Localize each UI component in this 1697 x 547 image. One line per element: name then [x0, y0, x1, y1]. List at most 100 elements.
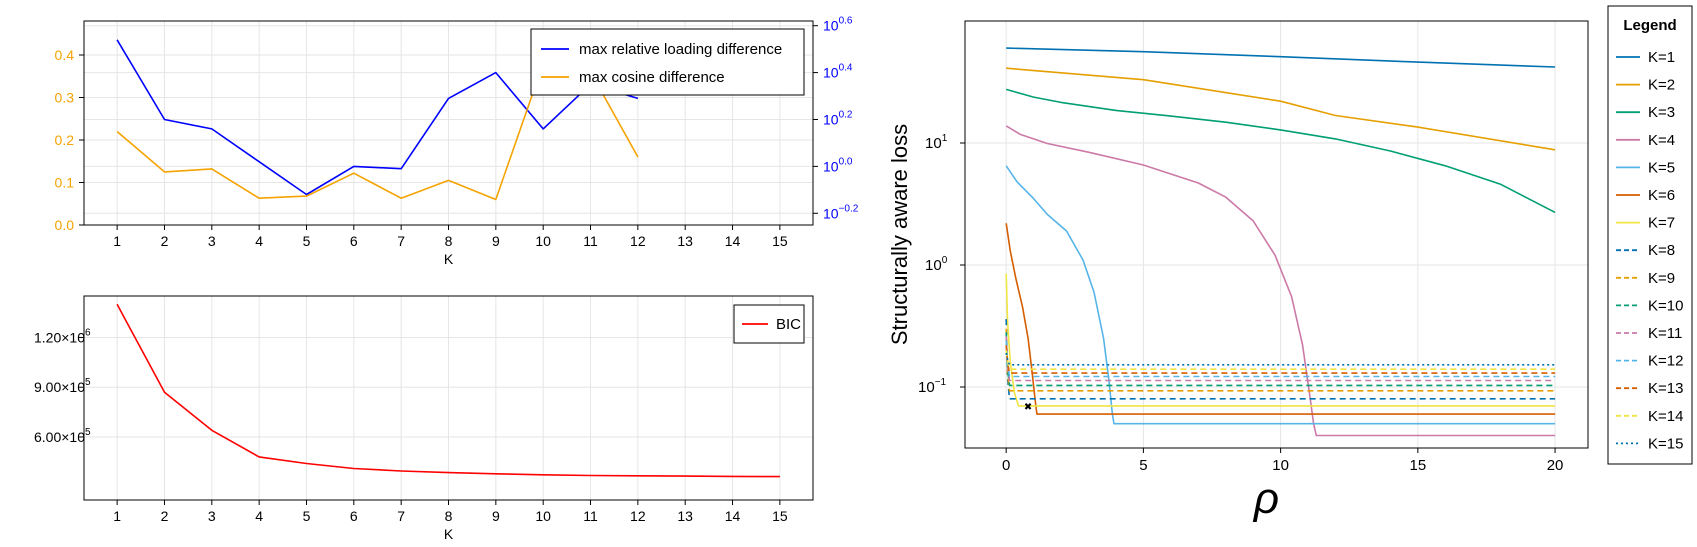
legend-label: K=1: [1648, 49, 1675, 66]
series-line-k1: [1006, 47, 1556, 68]
legend-label: max cosine difference: [579, 69, 725, 86]
y-tick-label-base: 1.20×10: [34, 329, 85, 345]
x-tick-label: 13: [677, 508, 693, 524]
x-tick-label: 1: [113, 508, 121, 524]
x-axis-label: K: [444, 526, 454, 542]
x-tick-label: 15: [1409, 457, 1426, 474]
legend-label: K=7: [1648, 215, 1675, 232]
y-tick-label: 9.00×105: [34, 377, 91, 395]
x-tick-label: 12: [630, 508, 646, 524]
legend-label: K=4: [1648, 132, 1675, 149]
y-tick-label: 1.20×106: [34, 327, 91, 345]
x-tick-label: 5: [1139, 457, 1147, 474]
x-tick-label: 8: [445, 233, 453, 249]
y-tick-label-base: 6.00×10: [34, 429, 85, 445]
x-tick-label: 15: [772, 508, 788, 524]
x-tick-label: 8: [445, 508, 453, 524]
x-tick-label: 3: [208, 508, 216, 524]
x-axis-label: ρ: [1252, 474, 1279, 523]
y2-tick-label-exponent: −0.2: [839, 203, 859, 214]
y-tick-label-base: 10: [925, 257, 942, 274]
series-line-k7: [1005, 273, 1556, 407]
x-tick-label: 11: [583, 508, 598, 524]
legend-label: K=14: [1648, 408, 1683, 425]
legend-title: Legend: [1623, 17, 1676, 34]
legend-label: K=8: [1648, 242, 1675, 259]
x-tick-label: 15: [772, 233, 788, 249]
y-tick-label: 0.1: [55, 175, 75, 191]
legend-label: K=12: [1648, 353, 1683, 370]
optimum-marker: ✖: [1024, 402, 1032, 413]
x-tick-label: 20: [1547, 457, 1564, 474]
legend-label: BIC: [776, 316, 801, 333]
x-tick-label: 12: [630, 233, 646, 249]
series-line-0: [116, 39, 639, 196]
legend-label: K=5: [1648, 159, 1675, 176]
x-tick-label: 11: [583, 233, 598, 249]
x-tick-label: 9: [492, 233, 500, 249]
y-tick-label: 100: [925, 255, 948, 274]
y-tick-label-exponent: 6: [85, 327, 91, 338]
x-tick-label: 3: [208, 233, 216, 249]
x-tick-label: 7: [397, 508, 405, 524]
x-tick-label: 2: [161, 233, 169, 249]
x-tick-label: 0: [1002, 457, 1010, 474]
y-tick-label-exponent: 0: [942, 255, 948, 266]
legend-label: K=15: [1648, 435, 1683, 452]
series-line-k5: [1005, 165, 1556, 425]
legend-label: K=10: [1648, 297, 1683, 314]
y-tick-label-exponent: 1: [942, 133, 948, 144]
y-tick-label-base: 9.00×10: [34, 379, 85, 395]
y-tick-label: 0.4: [55, 47, 75, 63]
x-tick-label: 4: [255, 233, 263, 249]
y-tick-label: 0.3: [55, 90, 75, 106]
series-line-k2: [1006, 67, 1556, 151]
x-tick-label: 4: [255, 508, 263, 524]
y2-tick-label-exponent: 0.6: [839, 16, 853, 27]
x-axis-label: K: [444, 251, 454, 267]
series-line-k8: [1005, 319, 1556, 400]
y-tick-label-base: 10: [925, 135, 942, 152]
chart-top-left: 1 2 3 4 5 6 7 8 9 10 11 12 13 14 15K0.00.10.20.30.410−…: [55, 16, 859, 267]
x-tick-label: 6: [350, 233, 358, 249]
legend-label: K=6: [1648, 187, 1675, 204]
series-line-k15: [1005, 352, 1556, 366]
x-tick-label: 14: [725, 233, 741, 249]
x-tick-label: 10: [535, 233, 551, 249]
legend-label: K=3: [1648, 104, 1675, 121]
y2-tick-label-base: 10: [823, 158, 839, 174]
y-tick-label: 6.00×105: [34, 427, 91, 445]
y-tick-label: 101: [925, 133, 948, 152]
series-line-bic: [116, 303, 780, 478]
x-tick-label: 14: [725, 508, 741, 524]
legend-label: max relative loading difference: [579, 41, 782, 58]
y2-tick-label-base: 10: [823, 18, 839, 34]
y2-tick-label-base: 10: [823, 65, 839, 81]
y-tick-label-base: 10: [918, 379, 935, 396]
x-tick-label: 6: [350, 508, 358, 524]
legend-box: [1607, 5, 1693, 465]
y2-tick-label: 10−0.2: [823, 203, 859, 221]
chart-bottom-left: 1 2 3 4 5 6 7 8 9 10 11 12 13 14 15K1.20×1069.00×1056.…: [34, 295, 814, 542]
series-line-k13: [1005, 345, 1556, 374]
y2-tick-label: 100.6: [823, 16, 853, 34]
x-tick-label: 2: [161, 508, 169, 524]
y-tick-label-exponent: 5: [85, 377, 91, 388]
x-tick-label: 5: [303, 233, 311, 249]
plot-frame: [964, 20, 1589, 449]
y2-tick-label-base: 10: [823, 205, 839, 221]
x-tick-label: 1: [113, 233, 121, 249]
legend-label: K=2: [1648, 77, 1675, 94]
series-line-k3: [1005, 88, 1556, 214]
legend-label: K=11: [1648, 325, 1682, 342]
series-line-k6: [1005, 223, 1556, 415]
x-tick-label: 9: [492, 508, 500, 524]
legend-label: K=9: [1648, 270, 1675, 287]
y2-tick-label-exponent: 0.0: [839, 156, 853, 167]
y2-tick-label-exponent: 0.4: [839, 63, 853, 74]
y-axis-label: Structurally aware loss: [887, 124, 912, 345]
y-tick-label: 0.2: [55, 132, 75, 148]
legend-label: K=13: [1648, 380, 1683, 397]
